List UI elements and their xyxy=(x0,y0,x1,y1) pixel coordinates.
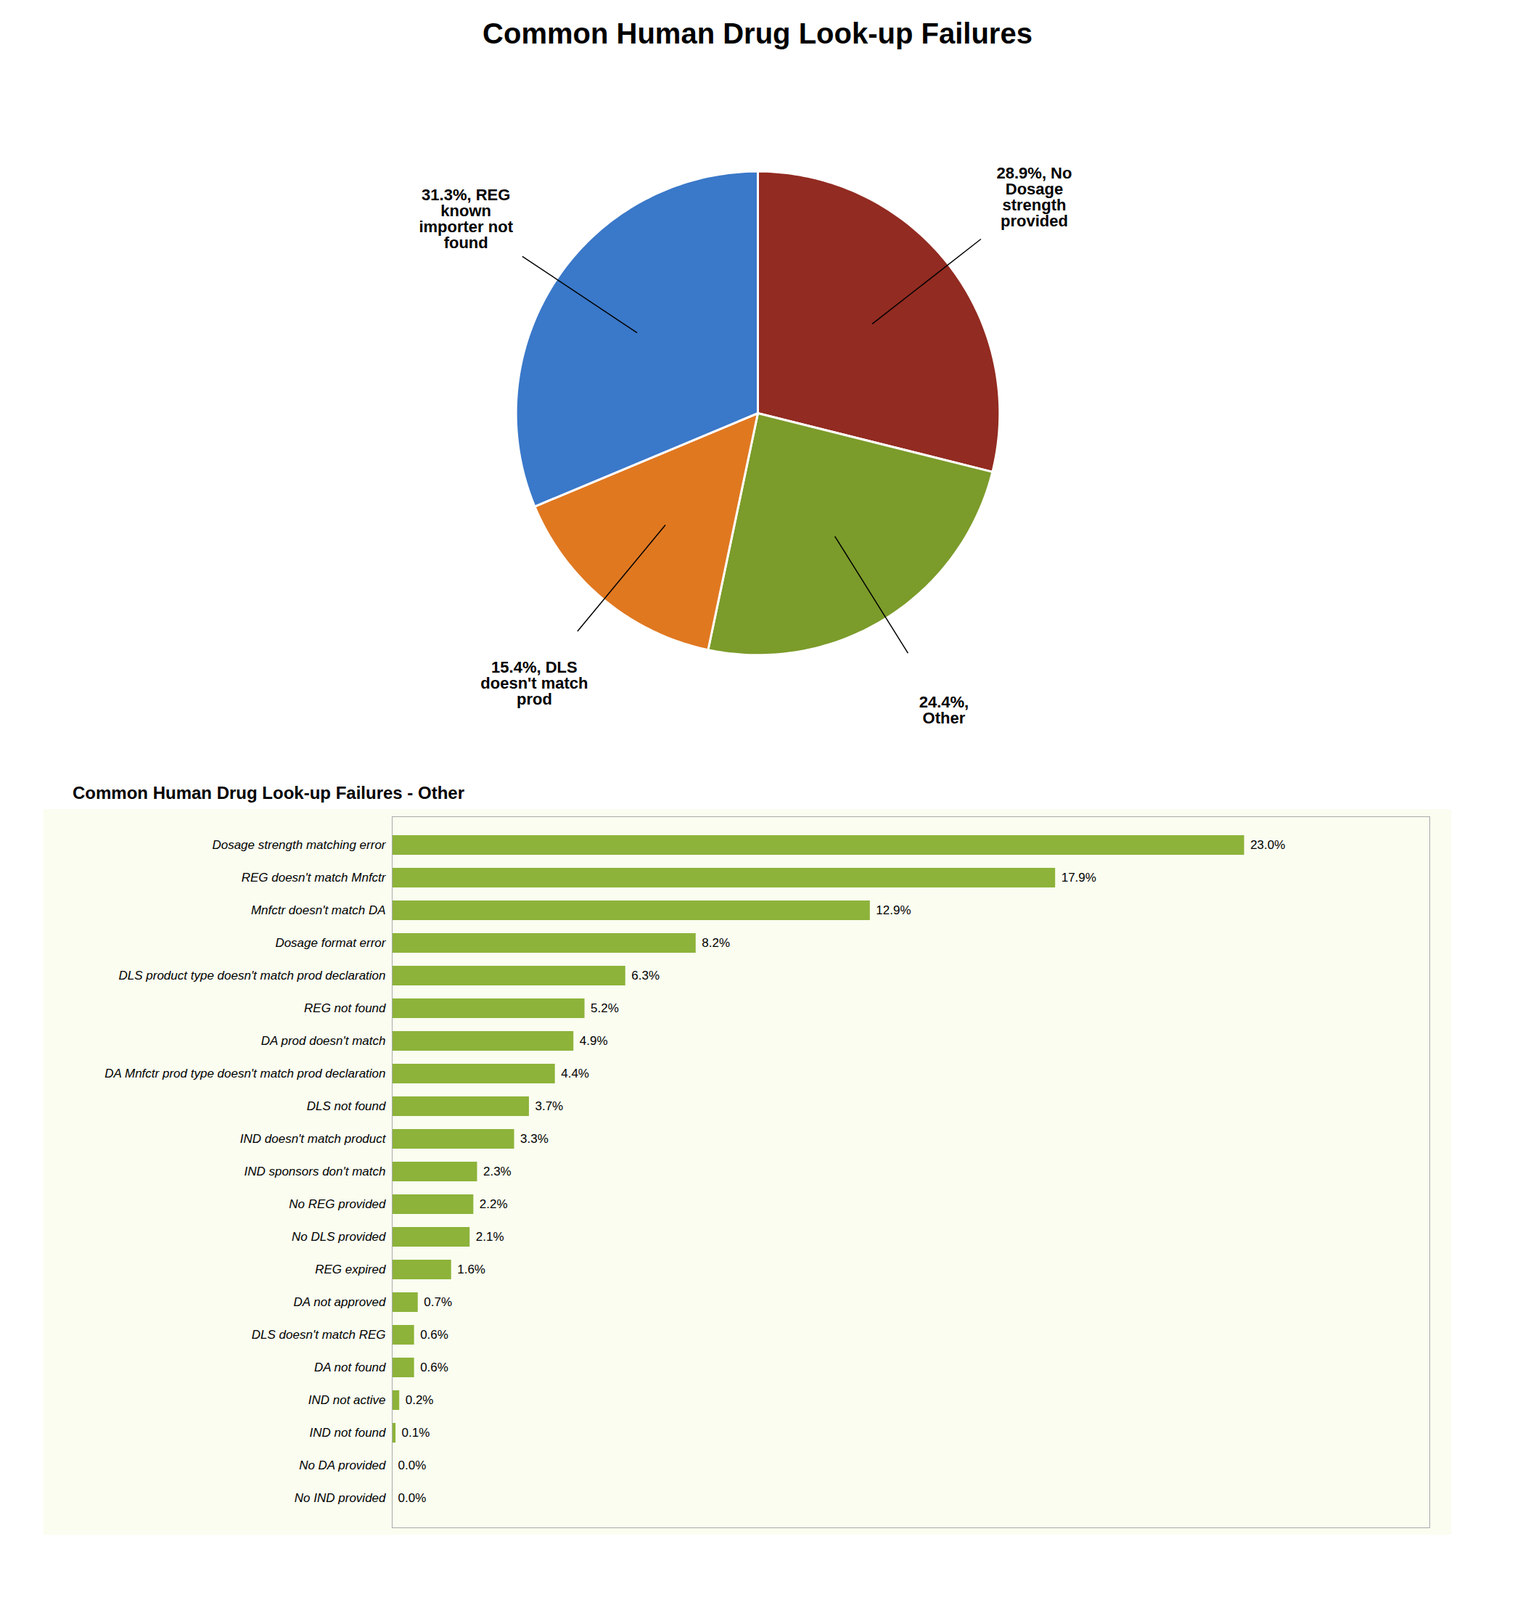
svg-text:REG not found: REG not found xyxy=(304,1001,387,1016)
svg-text:4.4%: 4.4% xyxy=(560,1066,590,1081)
html-text:Common Human Drug Look-up Fail: Common Human Drug Look-up Failures xyxy=(482,17,1033,50)
svg-text:IND sponsors don't match: IND sponsors don't match xyxy=(243,1164,386,1179)
svg-text:2.2%: 2.2% xyxy=(479,1197,508,1211)
svg-text:28.9%, NoDosagestrengthprovide: 28.9%, NoDosagestrengthprovided xyxy=(996,163,1073,231)
svg-text:12.9%: 12.9% xyxy=(875,903,911,918)
svg-text:0.6%: 0.6% xyxy=(420,1360,449,1375)
svg-text:0.0%: 0.0% xyxy=(398,1491,427,1505)
svg-text:0.2%: 0.2% xyxy=(405,1393,434,1407)
svg-text:23.0%: 23.0% xyxy=(1250,838,1285,852)
svg-text:1.6%: 1.6% xyxy=(457,1262,486,1277)
svg-text:IND not found: IND not found xyxy=(309,1425,387,1440)
html-text:Common Human Drug Look-up Fail: Common Human Drug Look-up Failures - Oth… xyxy=(72,782,465,803)
svg-text:No REG provided: No REG provided xyxy=(288,1197,387,1211)
svg-text:3.3%: 3.3% xyxy=(520,1131,549,1146)
svg-text:REG doesn't match Mnfctr: REG doesn't match Mnfctr xyxy=(241,870,387,885)
svg-text:Dosage format error: Dosage format error xyxy=(274,935,387,950)
svg-text:DA Mnfctr prod type doesn't ma: DA Mnfctr prod type doesn't match prod d… xyxy=(104,1066,386,1081)
svg-text:DLS doesn't match REG: DLS doesn't match REG xyxy=(251,1327,387,1342)
svg-text:Dosage strength matching error: Dosage strength matching error xyxy=(211,838,387,852)
svg-text:31.3%, REGknownimporter notfou: 31.3%, REGknownimporter notfound xyxy=(418,185,513,252)
svg-text:No DA provided: No DA provided xyxy=(298,1458,387,1473)
svg-text:No DLS provided: No DLS provided xyxy=(291,1229,387,1244)
svg-text:17.9%: 17.9% xyxy=(1061,870,1097,885)
svg-text:IND not active: IND not active xyxy=(308,1393,387,1407)
svg-text:24.4%,Other: 24.4%,Other xyxy=(919,692,970,728)
svg-text:6.3%: 6.3% xyxy=(631,968,660,983)
svg-text:DA prod doesn't match: DA prod doesn't match xyxy=(261,1033,387,1048)
svg-text:0.6%: 0.6% xyxy=(420,1327,449,1342)
svg-text:2.3%: 2.3% xyxy=(483,1164,512,1179)
svg-text:15.4%, DLSdoesn't matchprod: 15.4%, DLSdoesn't matchprod xyxy=(480,658,588,709)
svg-text:0.7%: 0.7% xyxy=(423,1295,453,1309)
svg-text:Mnfctr doesn't match DA: Mnfctr doesn't match DA xyxy=(251,903,387,918)
svg-text:8.2%: 8.2% xyxy=(701,935,730,950)
svg-text:IND doesn't match product: IND doesn't match product xyxy=(240,1131,387,1146)
svg-text:5.2%: 5.2% xyxy=(590,1001,619,1016)
svg-text:2.1%: 2.1% xyxy=(475,1229,505,1244)
svg-text:0.0%: 0.0% xyxy=(398,1458,427,1473)
svg-text:REG expired: REG expired xyxy=(314,1262,387,1277)
svg-text:DLS not found: DLS not found xyxy=(306,1099,387,1114)
svg-text:3.7%: 3.7% xyxy=(534,1099,564,1114)
svg-text:DA not found: DA not found xyxy=(314,1360,387,1375)
svg-text:DA not approved: DA not approved xyxy=(293,1295,387,1309)
svg-text:0.1%: 0.1% xyxy=(401,1425,431,1440)
svg-text:No IND provided: No IND provided xyxy=(294,1491,387,1505)
svg-text:DLS product type doesn't match: DLS product type doesn't match prod decl… xyxy=(118,968,386,983)
svg-text:4.9%: 4.9% xyxy=(579,1033,609,1048)
